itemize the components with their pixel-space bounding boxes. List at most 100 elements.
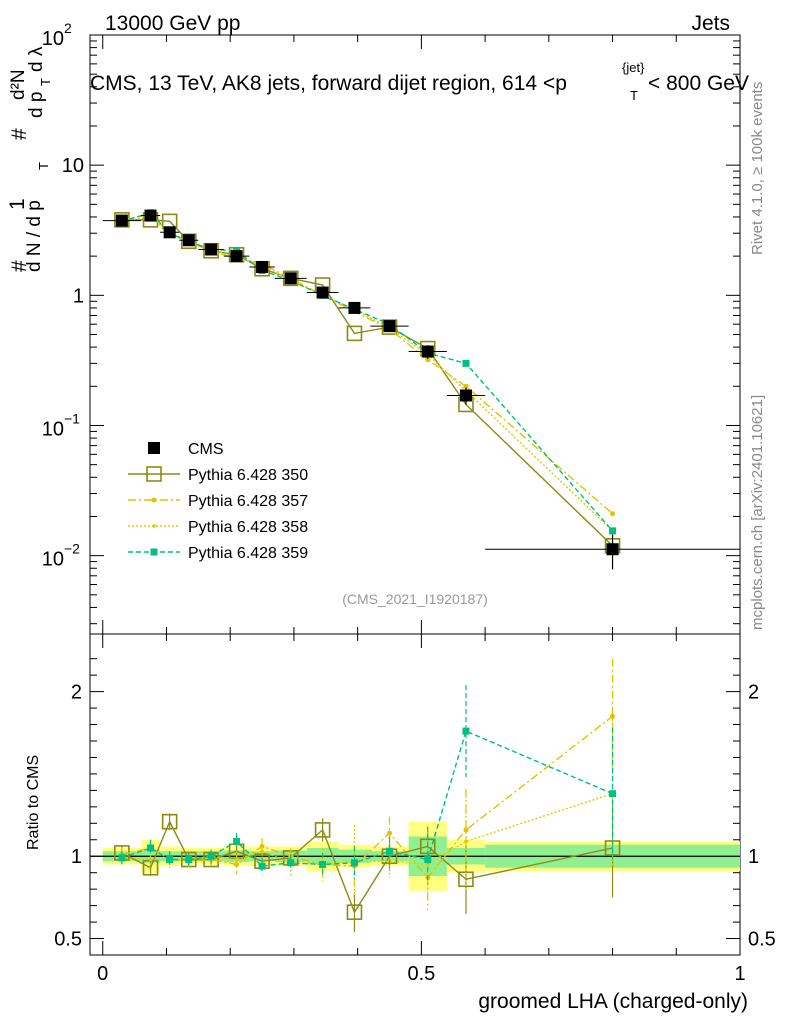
series-pythia-6-428-359 — [118, 209, 617, 535]
data-point — [256, 261, 269, 274]
ratio-ytick-label-right: 2 — [748, 682, 759, 704]
title-sub: T — [630, 88, 638, 103]
ratio-ticks: 0.5 0.51 12 20 0.5 1 — [54, 634, 776, 985]
main-ytick-exponent: −1 — [64, 410, 80, 426]
ylabel-hash: # — [8, 260, 31, 272]
ylabel-dpt-t: T — [38, 78, 53, 86]
data-point — [144, 209, 157, 222]
main-ytick-label: 1 — [73, 285, 84, 307]
ratio-point — [464, 839, 468, 844]
ratio-xtick-label: 0.5 — [407, 963, 435, 985]
data-point — [182, 234, 195, 247]
ylabel-dpt: d p — [26, 92, 47, 118]
data-point — [284, 272, 297, 285]
ratio-point — [424, 856, 432, 864]
title-tail: < 800 GeV — [648, 72, 749, 95]
ratio-point — [260, 849, 264, 854]
legend-label: Pythia 6.428 350 — [188, 467, 308, 484]
data-point — [425, 357, 431, 363]
ratio-point — [166, 856, 174, 864]
data-point — [383, 320, 396, 333]
ratio-ytick-label-left: 0.5 — [54, 929, 82, 951]
ratio-line — [121, 793, 613, 866]
ratio-ytick-label-right: 1 — [748, 846, 759, 868]
x-axis-label: groomed LHA (charged-only) — [478, 990, 748, 1013]
series-pythia-6-428-358 — [120, 215, 615, 533]
ratio-point — [610, 713, 616, 719]
data-point — [421, 345, 434, 358]
ylabel-hash2: # — [8, 128, 31, 140]
ratio-point — [314, 822, 331, 838]
ratio-point — [462, 727, 470, 735]
ylabel-dndpt: d N / d p — [24, 200, 45, 272]
mcplots-label: mcplots.cern.ch [arXiv:2401.10621] — [749, 395, 766, 630]
ratio-ytick-label-left: 2 — [71, 682, 82, 704]
ratio-point — [207, 852, 215, 860]
ratio-point — [609, 790, 617, 798]
legend: CMS Pythia 6.428 350 Pythia 6.428 357 Pythi… — [128, 441, 308, 562]
series-cms — [102, 209, 740, 570]
ratio-point — [319, 860, 327, 868]
main-ytick-label: 10 — [62, 155, 84, 177]
ylabel-d2n: d²N — [8, 69, 29, 100]
legend-item: CMS — [148, 441, 224, 458]
main-ytick-exponent: 2 — [64, 20, 72, 36]
main-series-group — [102, 209, 740, 570]
legend-label: Pythia 6.428 359 — [188, 545, 308, 562]
ratio-series-pythia-6-428-359 — [118, 685, 617, 885]
data-point — [205, 243, 218, 256]
ratio-point — [258, 862, 266, 870]
ratio-point — [287, 859, 295, 867]
rivet-version-label: Rivet 4.1.0, ≥ 100k events — [749, 82, 766, 255]
ratio-point — [147, 844, 155, 852]
data-point — [230, 250, 243, 263]
ratio-point — [185, 856, 193, 864]
legend-marker — [150, 548, 158, 556]
ratio-ytick-label-right: 0.5 — [748, 929, 776, 951]
ratio-xtick-label: 0 — [97, 963, 108, 985]
main-ytick-label: 10 — [42, 28, 64, 50]
ratio-ytick-label-left: 1 — [71, 846, 82, 868]
data-point — [348, 301, 361, 314]
ratio-line — [121, 730, 613, 867]
legend-item: Pythia 6.428 358 — [128, 519, 308, 536]
data-point — [609, 527, 617, 535]
ratio-xtick-label: 1 — [734, 963, 745, 985]
data-point — [459, 389, 472, 402]
ratio-point — [387, 830, 393, 836]
data-point — [462, 359, 470, 367]
header-beam-label: 13000 GeV pp — [105, 12, 240, 35]
legend-label: Pythia 6.428 357 — [188, 493, 308, 510]
legend-item: Pythia 6.428 357 — [128, 493, 308, 510]
data-point — [610, 511, 616, 517]
ylabel-dndpt-t: T — [36, 162, 51, 170]
ylabel-one: 1 — [6, 198, 29, 210]
data-point — [163, 226, 176, 239]
ratio-series-pythia-6-428-357 — [119, 658, 616, 911]
ylabel-dlambda: d λ — [26, 46, 47, 72]
ratio-point — [161, 813, 178, 830]
data-point — [606, 543, 619, 556]
legend-marker — [151, 497, 157, 503]
title-main: CMS, 13 TeV, AK8 jets, forward dijet reg… — [90, 72, 567, 95]
series-line — [121, 212, 614, 532]
ratio-point — [118, 854, 126, 862]
ratio-point — [233, 837, 241, 845]
main-title: CMS, 13 TeV, AK8 jets, forward dijet reg… — [90, 60, 749, 103]
header-process-label: Jets — [691, 12, 730, 35]
title-sup: {jet} — [622, 60, 645, 75]
ratio-point — [350, 859, 358, 867]
legend-marker — [152, 524, 156, 528]
ratio-y-axis-label: Ratio to CMS — [25, 755, 42, 850]
analysis-id-label: (CMS_2021_I1920187) — [342, 591, 488, 607]
ratio-point — [425, 862, 430, 867]
legend-label: Pythia 6.428 358 — [188, 519, 308, 536]
data-point — [316, 286, 329, 299]
legend-item: Pythia 6.428 359 — [128, 545, 308, 562]
ratio-point — [148, 857, 153, 862]
legend-marker — [146, 466, 162, 482]
ratio-point — [346, 904, 363, 921]
main-ytick-label: 10 — [42, 418, 64, 440]
